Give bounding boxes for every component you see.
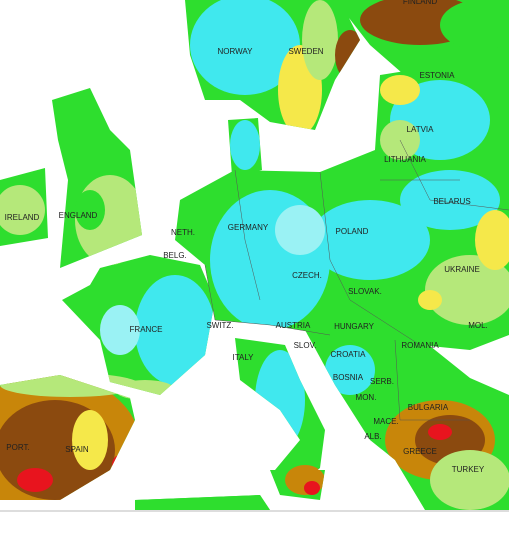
country-label: AUSTRIA — [276, 321, 311, 330]
country-label: LITHUANIA — [384, 155, 426, 164]
country-labels: FINLAND NORWAY SWEDEN ESTONIA LATVIA LITHUANI… — [5, 0, 488, 474]
country-label: BELARUS — [433, 197, 470, 206]
country-label: IRELAND — [5, 213, 40, 222]
country-label: SLOVAK. — [348, 287, 382, 296]
country-label: ALB. — [364, 432, 381, 441]
country-label: MOL. — [468, 321, 488, 330]
country-label: TURKEY — [452, 465, 485, 474]
country-label: ROMANIA — [401, 341, 439, 350]
country-label: MON. — [356, 393, 377, 402]
country-label: MACE. — [373, 417, 398, 426]
precipitation-fill — [0, 0, 509, 510]
country-label: GREECE — [403, 447, 437, 456]
country-label: HUNGARY — [334, 322, 375, 331]
country-label: BELG. — [163, 251, 187, 260]
country-label: FRANCE — [130, 325, 163, 334]
country-label: PORT. — [6, 443, 29, 452]
country-label: NORWAY — [218, 47, 254, 56]
country-label: SLOV. — [294, 341, 317, 350]
country-label: FINLAND — [403, 0, 437, 6]
country-label: BOSNIA — [333, 373, 364, 382]
country-label: ITALY — [232, 353, 254, 362]
country-label: POLAND — [336, 227, 369, 236]
country-label: SWITZ. — [206, 321, 233, 330]
country-label: SPAIN — [65, 445, 89, 454]
country-label: CZECH. — [292, 271, 322, 280]
country-label: GERMANY — [228, 223, 269, 232]
country-label: ESTONIA — [420, 71, 456, 80]
country-label: NETH. — [171, 228, 195, 237]
country-label: SERB. — [370, 377, 394, 386]
country-label: CROATIA — [331, 350, 367, 359]
country-label: SWEDEN — [288, 47, 323, 56]
borders — [204, 139, 509, 421]
country-label: LATVIA — [407, 125, 435, 134]
country-label: BULGARIA — [408, 403, 449, 412]
country-label: ENGLAND — [59, 211, 98, 220]
country-label: UKRAINE — [444, 265, 480, 274]
